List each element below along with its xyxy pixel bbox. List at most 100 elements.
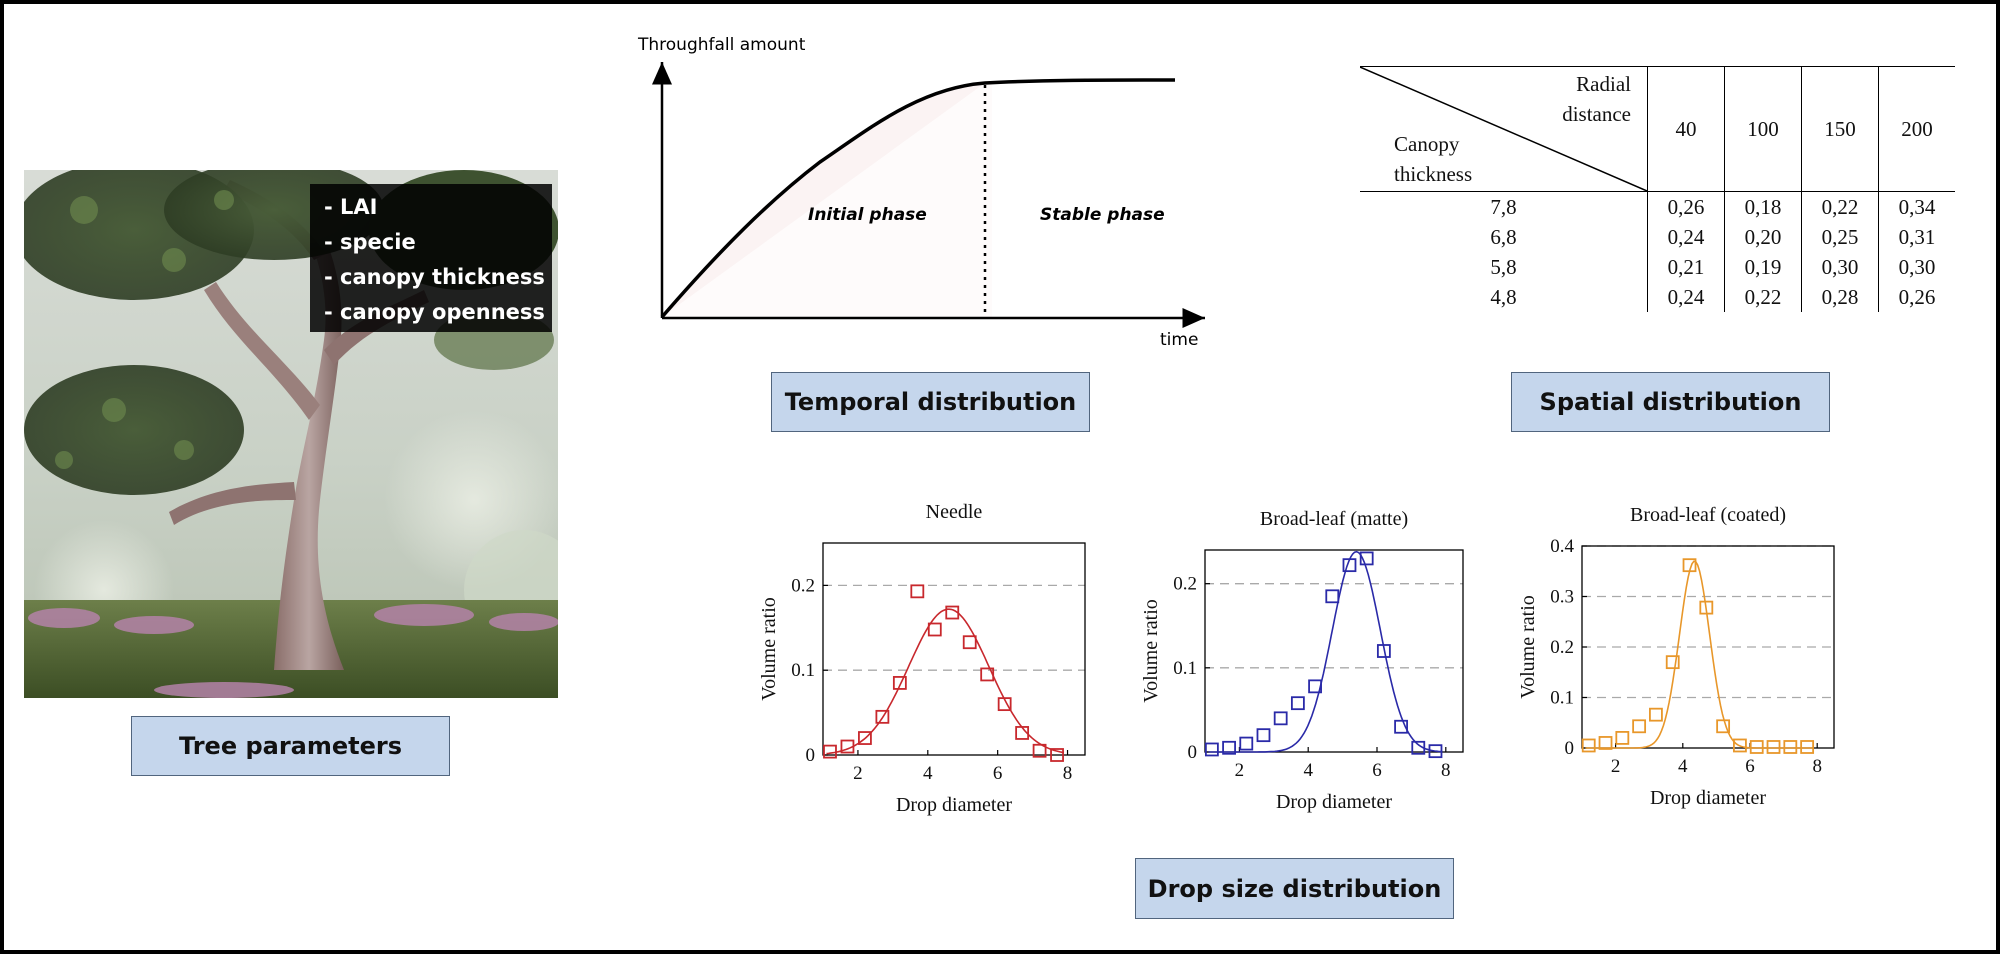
table-row: 5,8 0,21 0,19 0,30 0,30 bbox=[1360, 252, 1955, 282]
chart-title: Needle bbox=[926, 501, 983, 523]
table-cell: 0,26 bbox=[1647, 191, 1725, 222]
data-point bbox=[1581, 738, 1596, 753]
data-point bbox=[1394, 719, 1408, 734]
param-canopy-thickness: - canopy thickness bbox=[324, 265, 545, 289]
table-cell: 0,30 bbox=[1801, 252, 1879, 282]
column-header: 100 bbox=[1724, 66, 1802, 192]
x-tick-label: 6 bbox=[993, 763, 1003, 784]
table-cell: 0,22 bbox=[1724, 282, 1802, 312]
data-point bbox=[1615, 731, 1630, 745]
data-point bbox=[1716, 719, 1731, 734]
data-point bbox=[892, 676, 907, 690]
y-tick-label: 0 bbox=[1565, 738, 1575, 759]
fit-curve bbox=[1208, 550, 1443, 753]
column-header: 150 bbox=[1801, 66, 1879, 192]
tree-photo: - LAI - specie - canopy thickness - cano… bbox=[24, 170, 558, 698]
temporal-ylabel: Throughfall amount bbox=[637, 35, 806, 55]
x-tick-label: 4 bbox=[923, 763, 933, 784]
radial-distance-header: Radial distance bbox=[1562, 72, 1631, 126]
x-tick-label: 8 bbox=[1063, 763, 1073, 784]
x-tick-label: 4 bbox=[1303, 760, 1313, 781]
x-axis-label: Drop diameter bbox=[896, 794, 1012, 816]
data-point bbox=[1015, 726, 1030, 740]
data-point bbox=[927, 622, 942, 637]
canopy-thickness-header: Canopy thickness bbox=[1394, 132, 1473, 186]
data-point bbox=[945, 605, 960, 620]
table-cell: 0,19 bbox=[1724, 252, 1802, 282]
tree-parameters-label: Tree parameters bbox=[131, 716, 450, 776]
data-point bbox=[823, 744, 837, 759]
data-point bbox=[1800, 740, 1815, 754]
stable-phase-fill bbox=[662, 83, 992, 317]
data-point bbox=[1598, 736, 1613, 750]
table-cell: 0,26 bbox=[1878, 282, 1955, 312]
data-point bbox=[1273, 711, 1288, 726]
x-tick-label: 6 bbox=[1372, 760, 1382, 781]
data-point bbox=[1733, 738, 1747, 753]
spatial-table: Radial distance Canopy thickness 40 100 … bbox=[1360, 66, 1955, 312]
y-tick-label: 0 bbox=[806, 745, 816, 766]
data-point bbox=[858, 731, 872, 745]
y-tick-label: 0 bbox=[1188, 742, 1198, 763]
table-cell: 0,24 bbox=[1647, 282, 1725, 312]
data-point bbox=[962, 635, 977, 650]
tree-illustration bbox=[24, 170, 558, 698]
temporal-chart: Throughfall amount time Initial phase St… bbox=[637, 35, 1205, 350]
spatial-distribution-label: Spatial distribution bbox=[1511, 372, 1830, 432]
data-point bbox=[910, 584, 925, 599]
data-point bbox=[1256, 728, 1271, 743]
data-point bbox=[1032, 743, 1047, 758]
data-point bbox=[1308, 679, 1322, 694]
y-tick-label: 0.2 bbox=[791, 575, 815, 596]
fit-curve bbox=[826, 608, 1065, 755]
y-tick-label: 0.1 bbox=[1173, 658, 1197, 679]
y-tick-label: 0.1 bbox=[791, 660, 815, 681]
row-header: 5,8 bbox=[1490, 254, 1517, 279]
data-point bbox=[1682, 558, 1697, 573]
data-point bbox=[1649, 707, 1663, 722]
data-point bbox=[1376, 644, 1391, 658]
table-cell: 0,30 bbox=[1878, 252, 1955, 282]
table-cell: 0,22 bbox=[1801, 191, 1879, 222]
y-tick-label: 0.3 bbox=[1550, 587, 1574, 608]
param-canopy-openness: - canopy openness bbox=[324, 300, 545, 324]
x-tick-label: 2 bbox=[853, 763, 863, 784]
y-axis-label: Volume ratio bbox=[1140, 599, 1162, 703]
plot-frame bbox=[1204, 549, 1464, 753]
table-row: 7,8 0,26 0,18 0,22 0,34 bbox=[1360, 191, 1955, 222]
data-point bbox=[1050, 748, 1064, 762]
column-header: 40 bbox=[1647, 66, 1725, 192]
stable-phase-label: Stable phase bbox=[1040, 205, 1165, 225]
data-point bbox=[1665, 655, 1680, 670]
x-axis-label: Drop diameter bbox=[1650, 787, 1766, 809]
data-point bbox=[1428, 744, 1443, 759]
data-point bbox=[1766, 740, 1781, 754]
data-point bbox=[875, 709, 890, 724]
table-cell: 0,21 bbox=[1647, 252, 1725, 282]
column-header: 200 bbox=[1878, 66, 1955, 192]
x-tick-label: 2 bbox=[1235, 760, 1245, 781]
chart-title: Broad-leaf (coated) bbox=[1630, 504, 1786, 526]
y-tick-label: 0.2 bbox=[1173, 574, 1197, 595]
param-specie: - specie bbox=[324, 230, 416, 254]
data-point bbox=[1749, 740, 1764, 754]
tree-parameter-list: - LAI - specie - canopy thickness - cano… bbox=[310, 184, 552, 332]
row-header: 4,8 bbox=[1490, 284, 1517, 309]
table-cell: 0,20 bbox=[1724, 222, 1802, 252]
table-cell: 0,28 bbox=[1801, 282, 1879, 312]
data-point bbox=[1699, 600, 1714, 615]
row-header: 7,8 bbox=[1490, 194, 1517, 219]
data-point bbox=[1411, 740, 1426, 755]
data-point bbox=[997, 697, 1012, 712]
x-tick-label: 8 bbox=[1441, 760, 1451, 781]
table-cell: 0,25 bbox=[1801, 222, 1879, 252]
x-tick-label: 6 bbox=[1745, 756, 1755, 777]
throughfall-curve bbox=[660, 78, 1176, 319]
chart-title: Broad-leaf (matte) bbox=[1260, 508, 1408, 530]
table-cell: 0,18 bbox=[1724, 191, 1802, 222]
data-point bbox=[840, 739, 855, 754]
table-row: 6,8 0,24 0,20 0,25 0,31 bbox=[1360, 222, 1955, 252]
table-cell: 0,34 bbox=[1878, 191, 1955, 222]
temporal-distribution-label: Temporal distribution bbox=[771, 372, 1090, 432]
